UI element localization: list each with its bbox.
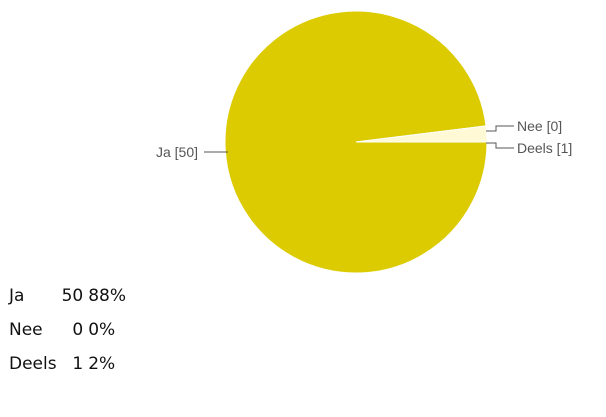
row-count: 1 — [72, 354, 84, 374]
row-label: Deels — [9, 354, 57, 374]
row-percent: 2% — [88, 354, 116, 374]
slice-label-nee: Nee [0] — [517, 118, 562, 134]
slice-label-deels: Deels [1] — [517, 140, 572, 156]
row-count: 50 — [61, 286, 84, 306]
pie-slices — [224, 10, 488, 274]
table-row: Deels 1 2% — [9, 347, 131, 381]
table-row: Ja 50 88% — [9, 279, 131, 313]
slice-label-ja: Ja [50] — [156, 144, 198, 160]
pie-slice-deels — [355, 125, 488, 143]
row-label: Nee — [9, 320, 43, 340]
row-count: 0 — [72, 320, 84, 340]
leader-line-deels — [486, 142, 514, 149]
row-percent: 88% — [88, 286, 127, 306]
summary-table: Ja 50 88% Nee 0 0% Deels 1 2% — [9, 279, 131, 381]
leader-line-nee — [486, 125, 514, 132]
table-row: Nee 0 0% — [9, 313, 131, 347]
row-percent: 0% — [88, 320, 116, 340]
pie-chart: Ja [50] Nee [0] Deels [1] — [156, 10, 572, 274]
row-label: Ja — [9, 286, 25, 306]
